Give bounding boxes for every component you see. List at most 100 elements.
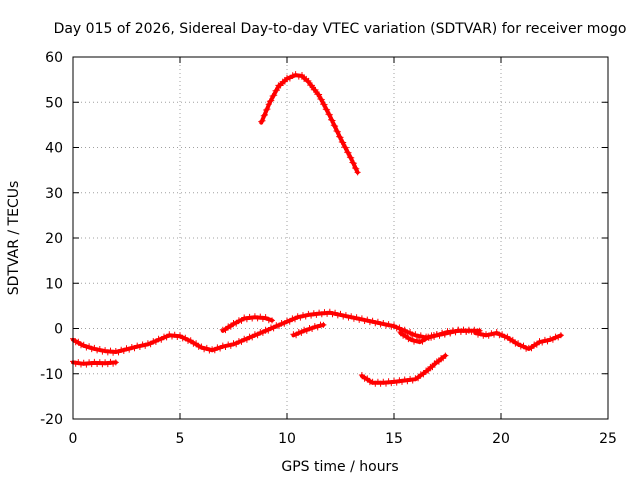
x-axis-label: GPS time / hours <box>281 459 398 475</box>
series-arc <box>397 326 472 345</box>
data-point <box>340 313 347 320</box>
data-point <box>425 333 432 340</box>
data-point <box>225 341 232 348</box>
data-point <box>233 341 240 348</box>
data-point <box>536 338 543 345</box>
data-point <box>284 317 290 324</box>
data-point <box>187 337 194 344</box>
data-point <box>483 331 489 338</box>
data-point <box>238 338 245 345</box>
data-point <box>235 317 242 324</box>
data-point <box>233 320 240 327</box>
data-point <box>75 338 82 345</box>
y-tick-label: 40 <box>45 141 63 157</box>
data-point <box>475 331 481 338</box>
data-point <box>300 312 306 319</box>
data-point <box>396 324 403 331</box>
data-point <box>442 352 449 359</box>
series-arc <box>70 358 119 368</box>
data-point <box>324 106 331 113</box>
y-tick-label: 0 <box>54 322 63 338</box>
data-point <box>391 322 397 329</box>
data-point <box>428 334 435 341</box>
data-point <box>268 324 274 331</box>
data-point <box>251 331 258 338</box>
chart-title: Day 015 of 2026, Sidereal Day-to-day VTE… <box>54 21 627 37</box>
data-point <box>86 343 93 350</box>
data-point <box>336 133 343 140</box>
series-arc <box>472 329 564 352</box>
data-point <box>401 326 408 333</box>
x-tick-label: 20 <box>492 431 510 447</box>
axis-ticks: 0 5 10 15 20 25 -20 -10 0 10 20 30 40 50 60 <box>40 50 617 447</box>
data-point <box>318 96 325 103</box>
data-point <box>131 345 138 352</box>
data-point <box>463 328 470 335</box>
data-point <box>126 346 133 353</box>
data-point <box>397 329 404 335</box>
data-point <box>230 320 237 326</box>
data-point <box>230 340 237 347</box>
data-point <box>272 87 279 94</box>
data-point <box>412 331 419 338</box>
data-point <box>193 340 200 347</box>
data-point <box>328 116 335 123</box>
x-tick-label: 25 <box>599 431 617 447</box>
data-point <box>303 327 310 334</box>
data-point <box>340 139 347 146</box>
data-point <box>549 336 556 343</box>
data-point <box>425 367 432 374</box>
data-point <box>115 349 122 356</box>
data-point <box>413 337 420 344</box>
data-point <box>276 323 282 330</box>
data-point <box>329 117 336 124</box>
data-point <box>316 91 323 98</box>
data-point <box>163 334 170 341</box>
data-point <box>385 321 392 328</box>
data-point <box>306 325 313 331</box>
data-point <box>238 317 245 324</box>
data-point <box>128 344 135 350</box>
data-point <box>147 341 154 348</box>
data-point <box>353 165 360 172</box>
data-point <box>533 341 540 348</box>
data-point <box>420 371 427 378</box>
data-point <box>88 346 95 353</box>
data-point <box>298 329 305 336</box>
data-point <box>134 342 141 349</box>
data-series <box>70 71 564 387</box>
data-point <box>472 329 479 335</box>
data-point <box>152 338 159 345</box>
data-point <box>263 107 270 113</box>
y-axis-label: SDTVAR / TECUs <box>6 181 22 296</box>
data-point <box>201 346 208 353</box>
data-point <box>139 341 146 348</box>
data-point <box>504 333 511 340</box>
data-point <box>348 154 355 161</box>
data-point <box>326 111 333 118</box>
y-tick-label: 20 <box>45 231 63 247</box>
data-point <box>429 364 436 371</box>
data-point <box>274 87 280 94</box>
data-point <box>358 372 365 378</box>
data-point <box>292 71 299 78</box>
data-point <box>94 347 101 354</box>
data-point <box>161 333 167 340</box>
data-point <box>515 340 522 347</box>
data-point <box>260 112 267 119</box>
data-point <box>265 101 272 108</box>
data-point <box>243 336 250 343</box>
data-point <box>227 342 234 349</box>
data-point <box>499 331 506 338</box>
data-point <box>268 97 275 104</box>
x-tick-label: 10 <box>278 431 296 447</box>
data-point <box>419 338 426 345</box>
data-point <box>415 375 422 382</box>
data-point <box>286 318 293 325</box>
data-point <box>409 332 416 339</box>
y-tick-label: 30 <box>45 186 63 202</box>
y-tick-label: 50 <box>45 95 63 111</box>
data-point <box>222 327 229 334</box>
data-point <box>142 342 149 349</box>
data-point <box>517 343 524 350</box>
